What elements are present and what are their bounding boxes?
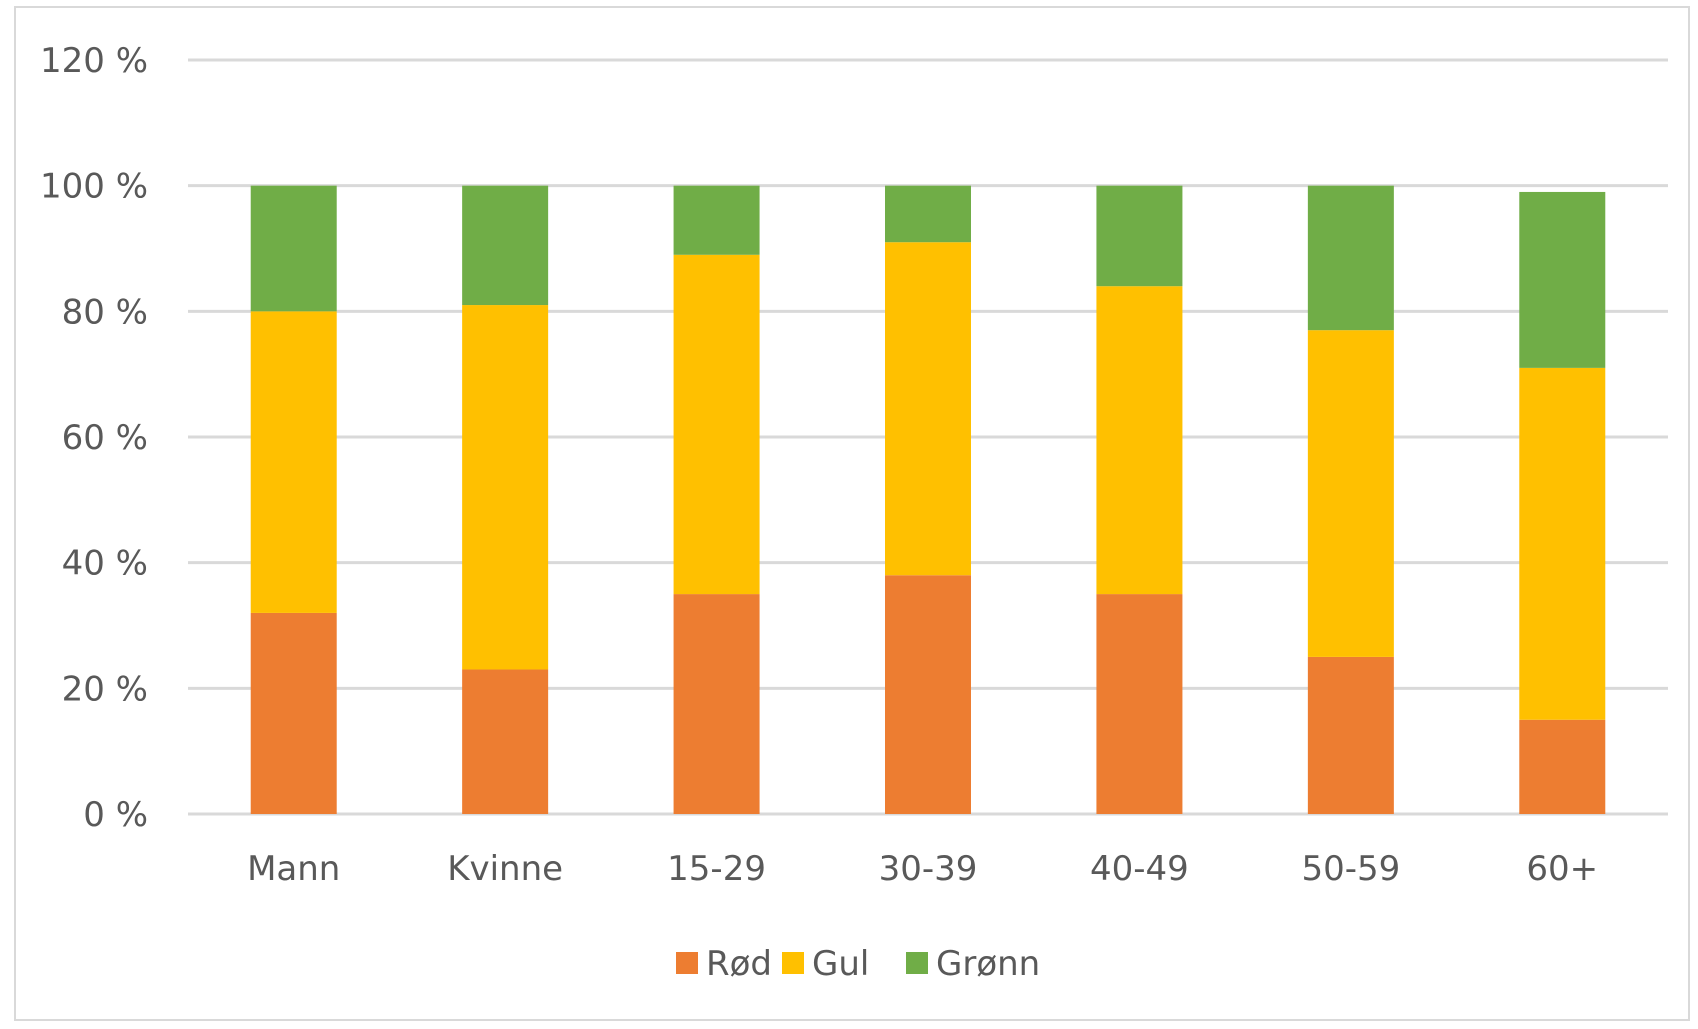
legend-label: Gul bbox=[812, 944, 869, 984]
bar-segment bbox=[673, 185, 760, 255]
x-axis-tick-labels: Mann Kvinne 15-29 30-39 40-49 50-59 60+ bbox=[247, 849, 1598, 889]
legend: Rød Gul Grønn bbox=[676, 944, 1040, 984]
bar-segment bbox=[885, 185, 971, 243]
bar-segment bbox=[1096, 286, 1183, 595]
bar-segment bbox=[250, 311, 337, 613]
bar-segment bbox=[250, 612, 337, 814]
bar-segment bbox=[1519, 719, 1606, 814]
y-tick-label: 100 % bbox=[40, 167, 148, 207]
x-tick-label: 15-29 bbox=[667, 849, 766, 889]
bar-segment bbox=[1307, 656, 1394, 814]
y-tick-label: 80 % bbox=[62, 292, 148, 332]
x-tick-label: 60+ bbox=[1526, 849, 1598, 889]
legend-label: Rød bbox=[706, 944, 772, 984]
legend-swatch bbox=[906, 952, 928, 974]
x-tick-label: Mann bbox=[247, 849, 340, 889]
x-tick-label: 30-39 bbox=[879, 849, 978, 889]
x-tick-label: 50-59 bbox=[1301, 849, 1400, 889]
bar-segment bbox=[1096, 185, 1183, 287]
bar-segment bbox=[885, 242, 971, 576]
bars bbox=[250, 185, 1606, 814]
bar-segment bbox=[673, 594, 760, 814]
legend-label: Grønn bbox=[936, 944, 1040, 984]
bar-segment bbox=[250, 185, 337, 312]
y-tick-label: 60 % bbox=[62, 418, 148, 458]
bar-segment bbox=[673, 254, 760, 595]
bar-segment bbox=[462, 185, 549, 306]
bar-segment bbox=[462, 669, 549, 814]
y-tick-label: 0 % bbox=[83, 795, 148, 835]
bar-segment bbox=[885, 575, 971, 814]
bar-segment bbox=[1307, 185, 1394, 331]
bar-segment bbox=[1519, 367, 1606, 720]
x-tick-label: 40-49 bbox=[1090, 849, 1189, 889]
y-tick-label: 120 % bbox=[40, 41, 148, 81]
y-tick-label: 40 % bbox=[62, 544, 148, 584]
bar-segment bbox=[462, 305, 549, 670]
legend-swatch bbox=[676, 952, 698, 974]
bar-segment bbox=[1519, 191, 1606, 368]
y-axis-tick-labels: 0 % 20 % 40 % 60 % 80 % 100 % 120 % bbox=[40, 41, 148, 835]
bar-segment bbox=[1307, 330, 1394, 657]
legend-swatch bbox=[782, 952, 804, 974]
y-tick-label: 20 % bbox=[62, 669, 148, 709]
bar-segment bbox=[1096, 594, 1183, 814]
x-tick-label: Kvinne bbox=[447, 849, 563, 889]
